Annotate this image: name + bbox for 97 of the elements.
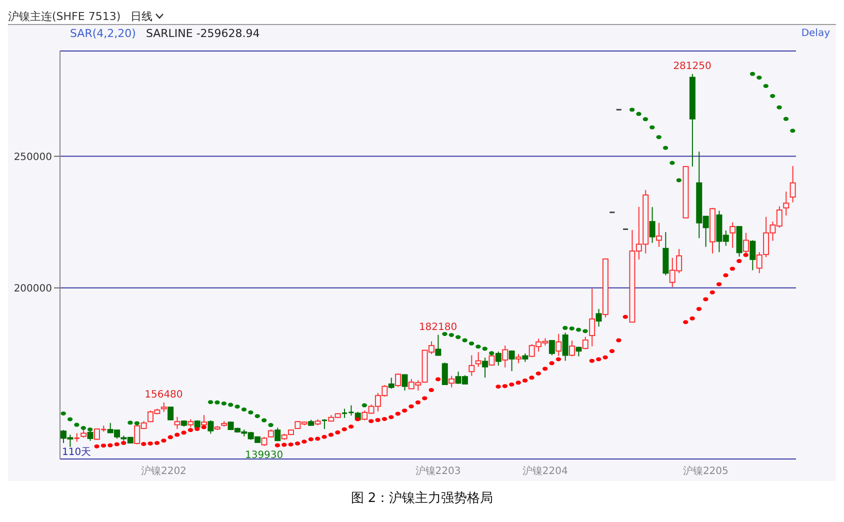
point (662, 146, 668, 150)
candlestick (468, 354, 475, 376)
annotation: 281250 (673, 61, 712, 72)
candlestick (475, 352, 482, 368)
point (783, 116, 789, 121)
candlestick (495, 351, 502, 366)
x-tick-label: 沪镍2205 (682, 465, 728, 478)
point (468, 341, 474, 346)
candlestick (508, 350, 515, 372)
candlestick (482, 357, 488, 378)
point (442, 332, 448, 336)
chart-title: 沪镍主连(SHFE 7513) (8, 8, 121, 24)
point (74, 422, 80, 427)
candlestick (435, 334, 442, 356)
point (134, 421, 140, 426)
point (636, 112, 642, 116)
point (488, 351, 494, 356)
point (234, 404, 240, 409)
candlestick (562, 332, 568, 362)
point (241, 408, 247, 412)
candlestick (649, 206, 656, 244)
candlestick (556, 333, 562, 356)
candlestick (448, 375, 455, 388)
candlestick (548, 340, 555, 356)
annotation: 139930 (244, 450, 284, 462)
point (221, 401, 227, 406)
candlestick (596, 308, 602, 328)
candlestick (174, 416, 180, 430)
point (80, 426, 86, 430)
point (763, 84, 768, 88)
point (790, 128, 796, 133)
annotation: 156480 (144, 389, 183, 400)
candlestick (656, 222, 662, 248)
candlestick (730, 222, 736, 248)
candlestick (750, 240, 756, 271)
point (214, 400, 220, 404)
point (208, 400, 214, 404)
annotation: 110天 (62, 446, 92, 459)
candlestick (515, 353, 522, 364)
candlestick (402, 374, 408, 392)
candlestick (576, 346, 582, 357)
x-tick-label: 沪镍2202 (140, 465, 186, 478)
point (362, 403, 368, 408)
point (456, 335, 461, 340)
point (228, 402, 234, 407)
text: SARLINE -259628.94 (146, 26, 260, 40)
candlestick (201, 414, 208, 430)
candlestick (168, 406, 174, 421)
point (642, 117, 648, 122)
x-tick-label: 沪镍2204 (522, 465, 568, 478)
caption: 图 2：沪镍主力强势格局 (350, 490, 494, 507)
candlestick (87, 430, 94, 442)
point (670, 160, 675, 165)
point (756, 76, 762, 80)
point (268, 423, 274, 428)
candlestick (261, 436, 268, 447)
y-tick-label: 200000 (14, 283, 52, 294)
point (776, 105, 782, 110)
point (248, 410, 254, 414)
point (582, 329, 588, 334)
point (629, 108, 635, 112)
point (676, 178, 682, 182)
candlestick (388, 377, 394, 390)
candlestick (783, 191, 790, 216)
candlestick (790, 166, 796, 203)
point (261, 418, 267, 422)
point (88, 428, 93, 432)
point (650, 125, 655, 130)
candlestick (160, 402, 167, 412)
candlestick (582, 336, 588, 350)
point (476, 344, 481, 349)
candlestick (208, 420, 214, 434)
point (656, 135, 662, 140)
candlestick (274, 427, 281, 442)
chart-subtitle: 日线 (130, 8, 153, 24)
point (562, 326, 568, 330)
candlestick (395, 372, 402, 388)
point (569, 326, 574, 330)
candlestick (488, 352, 495, 366)
point (482, 346, 488, 351)
point (770, 94, 776, 98)
point (128, 420, 133, 425)
candlestick (589, 288, 596, 347)
y-tick-label: 250000 (14, 152, 52, 163)
candlestick (442, 362, 448, 386)
point (462, 338, 468, 342)
text: SAR(4,2,20) (70, 26, 136, 40)
annotation: 182180 (418, 322, 458, 333)
candlestick (321, 418, 328, 430)
point (60, 411, 66, 416)
point (254, 414, 260, 418)
text: Delay (801, 28, 830, 38)
x-tick-label: 沪镍2203 (415, 465, 461, 478)
candlestick (569, 340, 576, 357)
point (448, 333, 454, 338)
candlestick (502, 345, 508, 368)
point (750, 72, 756, 76)
